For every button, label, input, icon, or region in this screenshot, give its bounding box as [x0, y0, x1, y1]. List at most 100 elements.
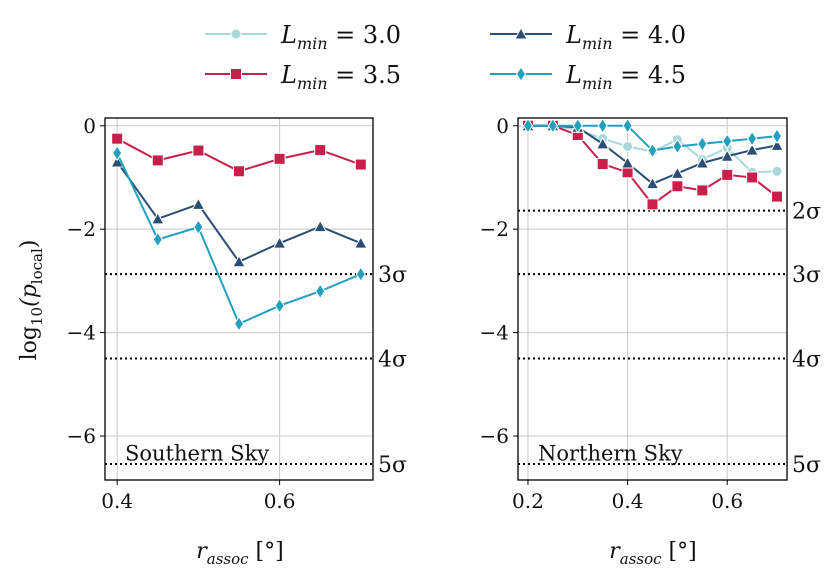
panel-southern-sky: 3σ 4σ 5σ 0.4 0.6 0 −2 −4 −6 Southern Sky: [67, 114, 408, 513]
legend-item-0: Lmin = 3.0: [205, 21, 401, 53]
x-tick-label-2: 0.6: [711, 489, 743, 513]
data-point-3-6: [672, 138, 683, 155]
x-axis-label-left-sub: assoc: [207, 550, 249, 568]
data-point-2-5: [315, 283, 326, 300]
plot-frame: [104, 117, 374, 481]
legend: Lmin = 3.0 Lmin = 3.5 Lmin = 4.0 Lmin = 4.5: [205, 21, 686, 93]
data-point-2-3: [233, 315, 245, 332]
y-tick-label-0: 0: [83, 114, 96, 138]
data-point-1-2: [191, 197, 206, 210]
y-axis-label-arg: (p: [17, 284, 42, 307]
data-point-1-9: [746, 171, 759, 184]
y-axis-label-log: log: [17, 326, 42, 360]
data-point-2-3: [595, 136, 610, 150]
x-tick-label-0: 0.4: [101, 489, 133, 513]
data-point-0-3: [233, 165, 245, 178]
plot-frame: [517, 117, 788, 481]
data-point-2-7: [695, 155, 710, 169]
legend-marker-3: [515, 66, 527, 82]
y-tick-label-3: −6: [67, 424, 96, 448]
data-point-3-10: [771, 128, 783, 145]
sigma-label-2: 4σ: [792, 347, 821, 372]
data-point-0-2: [192, 144, 205, 157]
y-axis-label-arg-sub: local: [28, 248, 46, 284]
data-point-0-0: [111, 132, 124, 145]
data-point-1-8: [721, 168, 734, 181]
legend-label-1: Lmin = 3.5: [280, 61, 401, 93]
y-tick-label-2: −4: [480, 321, 509, 345]
data-point-2-2: [193, 219, 204, 236]
x-axis-label-right-var: r: [609, 539, 621, 564]
region-title: Northern Sky: [538, 442, 683, 466]
data-point-2-4: [274, 297, 285, 314]
data-point-1-3: [232, 254, 246, 268]
data-point-2-8: [720, 149, 735, 162]
data-point-1-1: [150, 211, 165, 225]
data-point-0-10: [771, 165, 783, 177]
legend-label-2: Lmin = 4.0: [565, 21, 686, 53]
panel-northern-sky: 2σ 3σ 4σ 5σ 0.2 0.4 0.6 0 −2 −4 −6 Northern Sky: [480, 114, 822, 513]
sigma-label-2: 5σ: [378, 453, 407, 478]
data-point-0-6: [354, 158, 367, 171]
data-point-3-8: [722, 133, 733, 150]
sigma-label-3: 5σ: [792, 453, 821, 478]
data-point-3-9: [747, 130, 758, 147]
x-tick-label-0: 0.2: [512, 489, 544, 513]
legend-marker-2: [514, 26, 528, 40]
data-point-0-4: [273, 152, 286, 165]
data-point-0-5: [314, 144, 327, 157]
data-point-3-7: [697, 135, 708, 152]
y-tick-label-0: 0: [496, 114, 509, 138]
data-point-3-4: [622, 117, 633, 134]
data-point-2-10: [770, 138, 784, 151]
data-point-1-4: [272, 236, 287, 249]
legend-label-0: Lmin = 3.0: [280, 21, 401, 53]
y-tick-label-1: −2: [480, 217, 509, 241]
data-point-2-1: [152, 231, 163, 248]
x-axis-label-left-unit: [°]: [249, 539, 284, 564]
data-point-1-6: [671, 180, 684, 193]
x-axis-label-right-unit: [°]: [662, 539, 697, 564]
legend-item-1: Lmin = 3.5: [205, 61, 401, 93]
x-tick-label-1: 0.6: [264, 489, 296, 513]
data-point-2-0: [112, 145, 123, 162]
data-point-1-10: [771, 190, 784, 203]
legend-marker-0: [230, 28, 242, 40]
data-point-1-3: [596, 158, 609, 171]
data-point-2-4: [620, 155, 635, 169]
x-axis-label-right: rassoc [°]: [609, 539, 696, 568]
data-point-1-5: [646, 198, 659, 211]
y-axis-label: log10(plocal): [17, 240, 46, 361]
y-axis-label-close: ): [17, 240, 42, 249]
data-point-0-1: [151, 154, 164, 167]
data-point-3-0: [522, 117, 534, 134]
data-point-1-6: [353, 236, 368, 249]
y-tick-label-2: −4: [67, 321, 96, 345]
x-axis-label-left-var: r: [196, 539, 208, 564]
y-axis-label-log-sub: 10: [28, 307, 46, 326]
y-tick-label-3: −6: [480, 424, 509, 448]
y-tick-label-1: −2: [67, 217, 96, 241]
data-point-1-7: [696, 184, 709, 197]
data-point-3-3: [597, 117, 608, 134]
data-point-3-1: [547, 117, 558, 134]
data-point-2-6: [355, 266, 366, 283]
data-point-3-2: [572, 117, 583, 134]
sigma-label-1: 3σ: [792, 263, 821, 288]
x-axis-label-right-sub: assoc: [620, 550, 662, 568]
data-point-2-5: [645, 176, 660, 190]
data-point-3-5: [647, 142, 658, 159]
data-point-2-9: [745, 143, 759, 156]
legend-marker-1: [230, 68, 242, 80]
legend-item-3: Lmin = 4.5: [490, 61, 686, 93]
legend-item-2: Lmin = 4.0: [490, 21, 686, 53]
data-point-1-5: [313, 219, 328, 233]
region-title: Southern Sky: [125, 442, 269, 466]
sigma-label-0: 2σ: [792, 200, 821, 225]
x-tick-label-1: 0.4: [612, 489, 644, 513]
legend-label-3: Lmin = 4.5: [565, 61, 686, 93]
sigma-label-1: 4σ: [378, 347, 407, 372]
x-axis-label-left: rassoc [°]: [196, 539, 283, 568]
sigma-label-0: 3σ: [378, 263, 407, 288]
